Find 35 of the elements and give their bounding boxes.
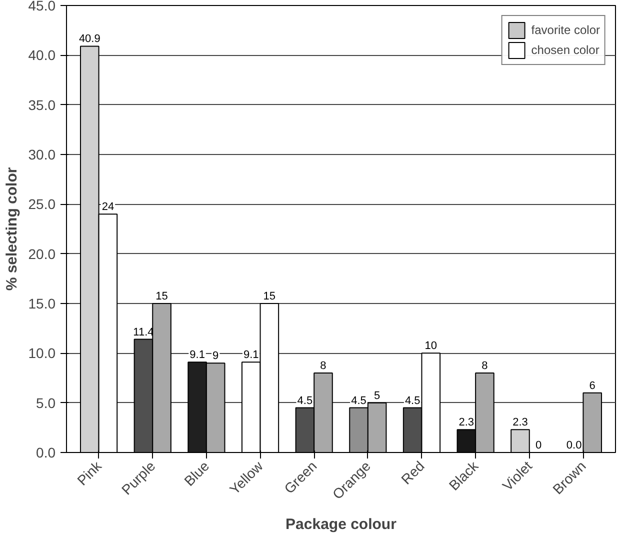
data-label: 4.5 [351,394,366,407]
x-tick-label: Pink [74,457,106,488]
data-label: 15 [156,290,168,302]
y-tick-label: 5.0 [36,394,56,411]
y-tick-label: 40.0 [28,47,56,64]
y-tick-label: 30.0 [28,146,56,162]
data-label: 8 [482,360,488,372]
data-label: 2.3 [512,416,528,429]
y-tick-label: 10.0 [28,345,56,362]
y-tick-label: 0.0 [36,444,56,460]
data-label: 9 [212,350,219,362]
x-axis-title: Package colour [286,516,397,533]
data-label: 9.1 [190,349,205,362]
y-tick-label: 25.0 [28,196,56,212]
data-label: 2.3 [458,416,474,429]
data-label: 5 [374,390,380,402]
y-tick-label: 20.0 [28,246,56,262]
y-tick-label: 35.0 [28,96,56,113]
data-label: 0.0 [566,440,582,452]
y-tick-label: 15.0 [28,296,56,312]
data-label: 4.5 [404,394,420,407]
legend-label: chosen color [531,43,600,57]
data-label: 15 [263,290,276,302]
data-label: 24 [102,201,114,214]
data-label: 6 [589,380,596,392]
legend-label: favorite color [531,23,600,37]
data-label: 8 [320,360,326,372]
data-label: 0 [535,440,542,452]
data-label: 4.5 [297,394,313,407]
data-label: 40.9 [78,33,100,46]
y-axis-title: % selecting color [3,167,20,291]
data-label: 9.1 [243,349,259,362]
x-tick-label: Blue [180,458,212,489]
y-tick-label: 45.0 [28,0,56,14]
data-label: 10 [424,340,438,352]
